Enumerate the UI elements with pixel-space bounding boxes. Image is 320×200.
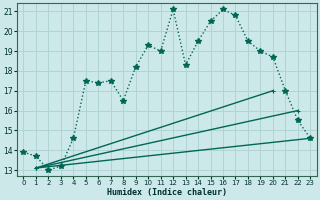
X-axis label: Humidex (Indice chaleur): Humidex (Indice chaleur) xyxy=(107,188,227,197)
